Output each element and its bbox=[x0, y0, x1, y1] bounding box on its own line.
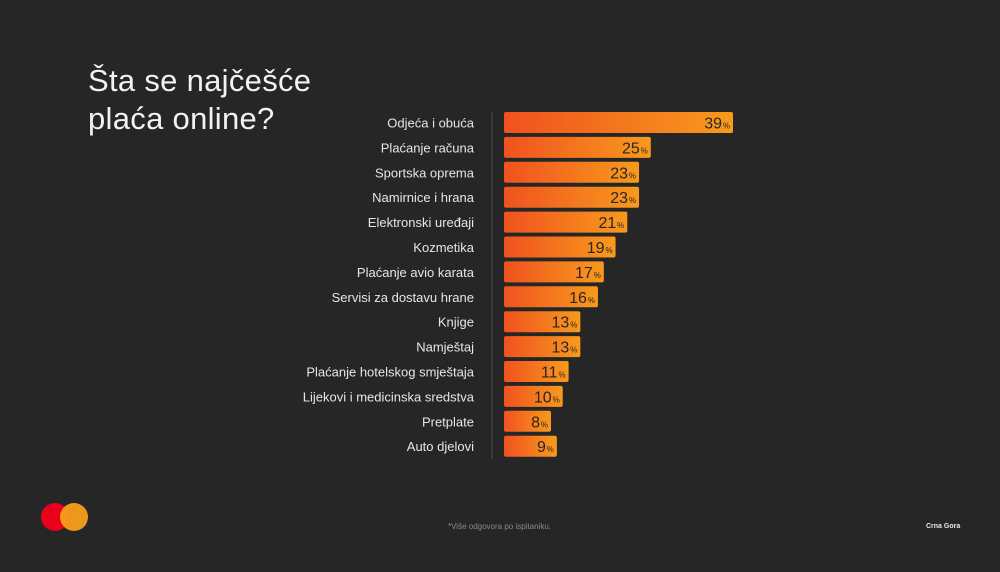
bar-value-unit: % bbox=[570, 321, 577, 330]
bar-value-unit: % bbox=[605, 246, 612, 255]
bar-value-label: 19 bbox=[587, 240, 605, 257]
bar bbox=[504, 336, 581, 358]
category-label: Elektronski uređaji bbox=[368, 215, 474, 230]
category-label: Plaćanje računa bbox=[381, 140, 475, 155]
bar-value-unit: % bbox=[547, 445, 554, 454]
bar-value-unit: % bbox=[723, 122, 730, 131]
bar-value-label: 25 bbox=[622, 140, 640, 157]
bar-value-label: 23 bbox=[610, 165, 628, 182]
bar-value-label: 21 bbox=[599, 215, 617, 232]
bar-value-label: 9 bbox=[537, 439, 546, 456]
bar bbox=[504, 286, 598, 308]
chart-title-line-1: Šta se najčešće bbox=[88, 63, 312, 98]
bar bbox=[504, 410, 551, 432]
bar-value-unit: % bbox=[558, 371, 565, 380]
category-label: Sportska oprema bbox=[375, 165, 475, 180]
footnote: *Više odgovora po ispitaniku. bbox=[448, 522, 552, 531]
bar bbox=[504, 136, 651, 158]
bar-value-label: 16 bbox=[569, 290, 587, 307]
bar-value-label: 39 bbox=[704, 116, 722, 133]
bar-value-unit: % bbox=[629, 171, 636, 180]
chart-title-line-2: plaća online? bbox=[88, 101, 275, 136]
bar-value-unit: % bbox=[570, 346, 577, 355]
bar bbox=[504, 161, 640, 183]
category-label: Plaćanje avio karata bbox=[357, 265, 475, 280]
category-label: Namirnice i hrana bbox=[372, 190, 475, 205]
bar bbox=[504, 311, 581, 333]
category-label: Servisi za dostavu hrane bbox=[332, 290, 474, 305]
category-label: Namještaj bbox=[416, 340, 474, 355]
bar-value-unit: % bbox=[553, 395, 560, 404]
bar-value-unit: % bbox=[594, 271, 601, 280]
bar-value-label: 13 bbox=[552, 315, 570, 332]
bar bbox=[504, 112, 733, 133]
bar bbox=[504, 186, 640, 208]
bar-value-unit: % bbox=[617, 221, 624, 230]
bar-value-label: 17 bbox=[575, 265, 593, 282]
bar-value-unit: % bbox=[588, 296, 595, 305]
bar-value-label: 8 bbox=[531, 414, 540, 431]
bar-value-label: 23 bbox=[610, 190, 628, 207]
category-label: Odjeća i obuća bbox=[387, 116, 474, 131]
category-label: Pretplate bbox=[422, 414, 474, 429]
category-label: Knjige bbox=[438, 315, 474, 330]
bar-value-label: 10 bbox=[534, 389, 552, 406]
bar bbox=[504, 261, 604, 283]
region-label: Crna Gora bbox=[926, 523, 961, 530]
category-label: Auto djelovi bbox=[407, 439, 474, 454]
bar-value-unit: % bbox=[541, 420, 548, 429]
category-label: Lijekovi i medicinska sredstva bbox=[303, 389, 475, 404]
bar-value-unit: % bbox=[629, 196, 636, 205]
category-label: Kozmetika bbox=[413, 240, 474, 255]
chart-title: Šta se najčešće plaća online? bbox=[88, 62, 311, 138]
bar bbox=[504, 385, 563, 407]
category-label: Plaćanje hotelskog smještaja bbox=[306, 365, 474, 380]
bar bbox=[504, 361, 569, 382]
bar bbox=[504, 211, 628, 233]
bar bbox=[504, 435, 557, 457]
bar-value-label: 13 bbox=[552, 340, 570, 357]
bar-value-label: 11 bbox=[541, 365, 558, 382]
mastercard-logo bbox=[41, 503, 88, 531]
bar bbox=[504, 236, 616, 258]
bar-value-unit: % bbox=[641, 146, 648, 155]
